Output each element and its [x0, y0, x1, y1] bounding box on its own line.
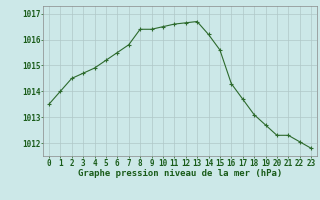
X-axis label: Graphe pression niveau de la mer (hPa): Graphe pression niveau de la mer (hPa) — [78, 169, 282, 178]
